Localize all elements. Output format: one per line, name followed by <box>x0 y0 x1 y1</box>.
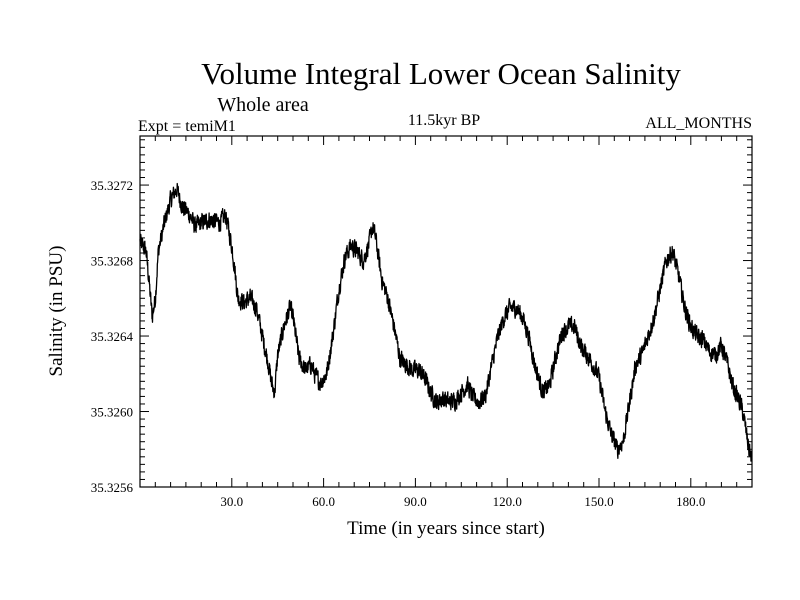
plot-frame <box>139 135 753 488</box>
x-tick-label: 30.0 <box>220 494 243 509</box>
months-label: ALL_MONTHS <box>645 115 752 132</box>
chart-subtitle: Whole area <box>217 94 309 116</box>
y-ticks <box>140 139 752 480</box>
chart-title: Volume Integral Lower Ocean Salinity <box>201 56 681 91</box>
expt-label: Expt = temiM1 <box>138 118 236 135</box>
y-tick-label: 35.3260 <box>91 405 133 420</box>
x-tick-label: 90.0 <box>404 494 427 509</box>
y-tick-label: 35.3268 <box>91 254 133 269</box>
period-label: 11.5kyr BP <box>408 112 480 129</box>
y-tick-label: 35.3256 <box>91 480 134 495</box>
x-tick-labels: 30.0 60.0 90.0 120.0 150.0 180.0 <box>220 494 705 509</box>
salinity-series-line <box>139 182 753 462</box>
x-axis-label: Time (in years since start) <box>347 518 545 539</box>
y-tick-labels: 35.3256 35.3260 35.3264 35.3268 35.3272 <box>91 178 134 495</box>
x-tick-label: 150.0 <box>584 494 613 509</box>
y-axis-label: Salinity (in PSU) <box>46 246 67 377</box>
y-tick-label: 35.3272 <box>91 178 133 193</box>
x-tick-label: 180.0 <box>676 494 705 509</box>
x-tick-label: 120.0 <box>493 494 522 509</box>
x-ticks <box>154 136 738 487</box>
x-tick-label: 60.0 <box>312 494 335 509</box>
y-tick-label: 35.3264 <box>91 329 134 344</box>
